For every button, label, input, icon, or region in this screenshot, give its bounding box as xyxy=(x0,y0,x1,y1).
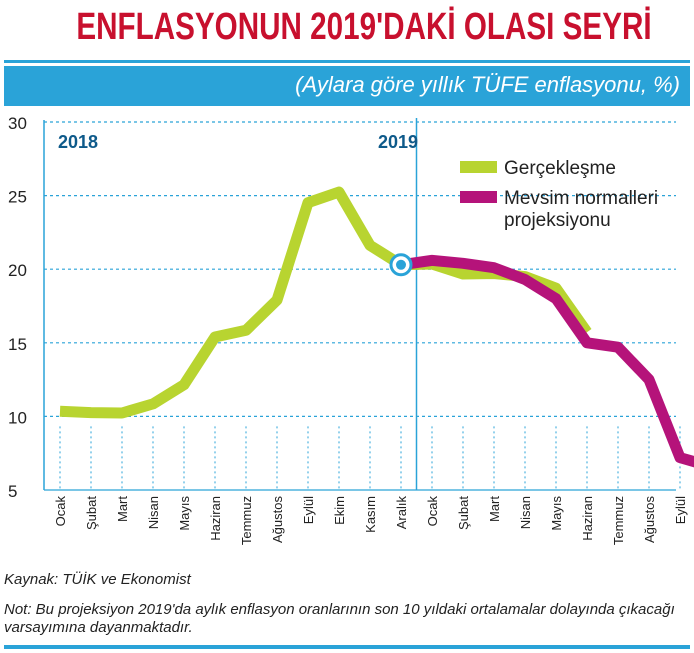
x-tick-label: Mayıs xyxy=(177,496,192,531)
y-tick-label: 5 xyxy=(8,482,17,501)
x-tick-label: Eylül xyxy=(301,496,316,524)
subtitle-banner xyxy=(4,66,690,106)
y-tick-label: 20 xyxy=(8,261,27,280)
x-tick-label: Nisan xyxy=(518,496,533,529)
x-tick-label: Ocak xyxy=(53,496,68,527)
y-tick-label: 10 xyxy=(8,408,27,427)
x-tick-label: Mayıs xyxy=(549,496,564,531)
label-layer: 5 10 15 20 25 30 Ocak Şubat Mart Nisan Mayıs Hazira… xyxy=(8,114,688,545)
methodology-note: Not: Bu projeksiyon 2019'da aylık enflas… xyxy=(4,601,675,636)
legend-label-gerceklesme: Gerçekleşme xyxy=(504,158,616,179)
y-tick-label: 25 xyxy=(8,188,27,207)
series-line-projeksiyon xyxy=(400,254,694,468)
series-layer xyxy=(59,186,694,468)
axis-layer xyxy=(43,118,676,491)
x-tick-label: Ağustos xyxy=(642,496,657,543)
bottom-rule xyxy=(4,645,690,649)
x-tick-label: Haziran xyxy=(580,496,595,541)
x-tick-label: Ağustos xyxy=(270,496,285,543)
source-note: Kaynak: TÜİK ve Ekonomist xyxy=(4,571,191,588)
legend-label-projeksiyon-line2: projeksiyonu xyxy=(504,210,611,231)
junction-marker-core xyxy=(396,259,406,270)
x-tick-label: Aralık xyxy=(394,496,409,530)
x-tick-label: Ocak xyxy=(425,496,440,527)
chart-title: ENFLASYONUN 2019'DAKİ OLASI SEYRİ xyxy=(76,6,652,48)
x-tick-label: Mart xyxy=(115,496,130,522)
x-tick-label: Eylül xyxy=(673,496,688,524)
x-tick-label: Haziran xyxy=(208,496,223,541)
x-tick-label: Temmuz xyxy=(239,496,254,545)
line-chart: 5 10 15 20 25 30 Ocak Şubat Mart Nisan Mayıs Hazira… xyxy=(8,114,694,545)
grid-layer xyxy=(44,121,681,490)
y-tick-label: 15 xyxy=(8,335,27,354)
chart-subtitle: (Aylara göre yıllık TÜFE enflasyonu, %) xyxy=(295,72,680,97)
top-rule xyxy=(4,60,690,63)
x-tick-label: Mart xyxy=(487,496,502,522)
legend-label-projeksiyon: Mevsim normalleri xyxy=(504,188,658,209)
x-tick-label: Şubat xyxy=(84,496,99,530)
year-label-2018: 2018 xyxy=(58,132,98,152)
x-tick-label: Nisan xyxy=(146,496,161,529)
x-tick-label: Temmuz xyxy=(611,496,626,545)
year-label-2019: 2019 xyxy=(378,132,418,152)
x-tick-label: Ekim xyxy=(332,496,347,525)
y-tick-label: 30 xyxy=(8,114,27,133)
x-tick-label: Şubat xyxy=(456,496,471,530)
x-tick-label: Kasım xyxy=(363,496,378,533)
